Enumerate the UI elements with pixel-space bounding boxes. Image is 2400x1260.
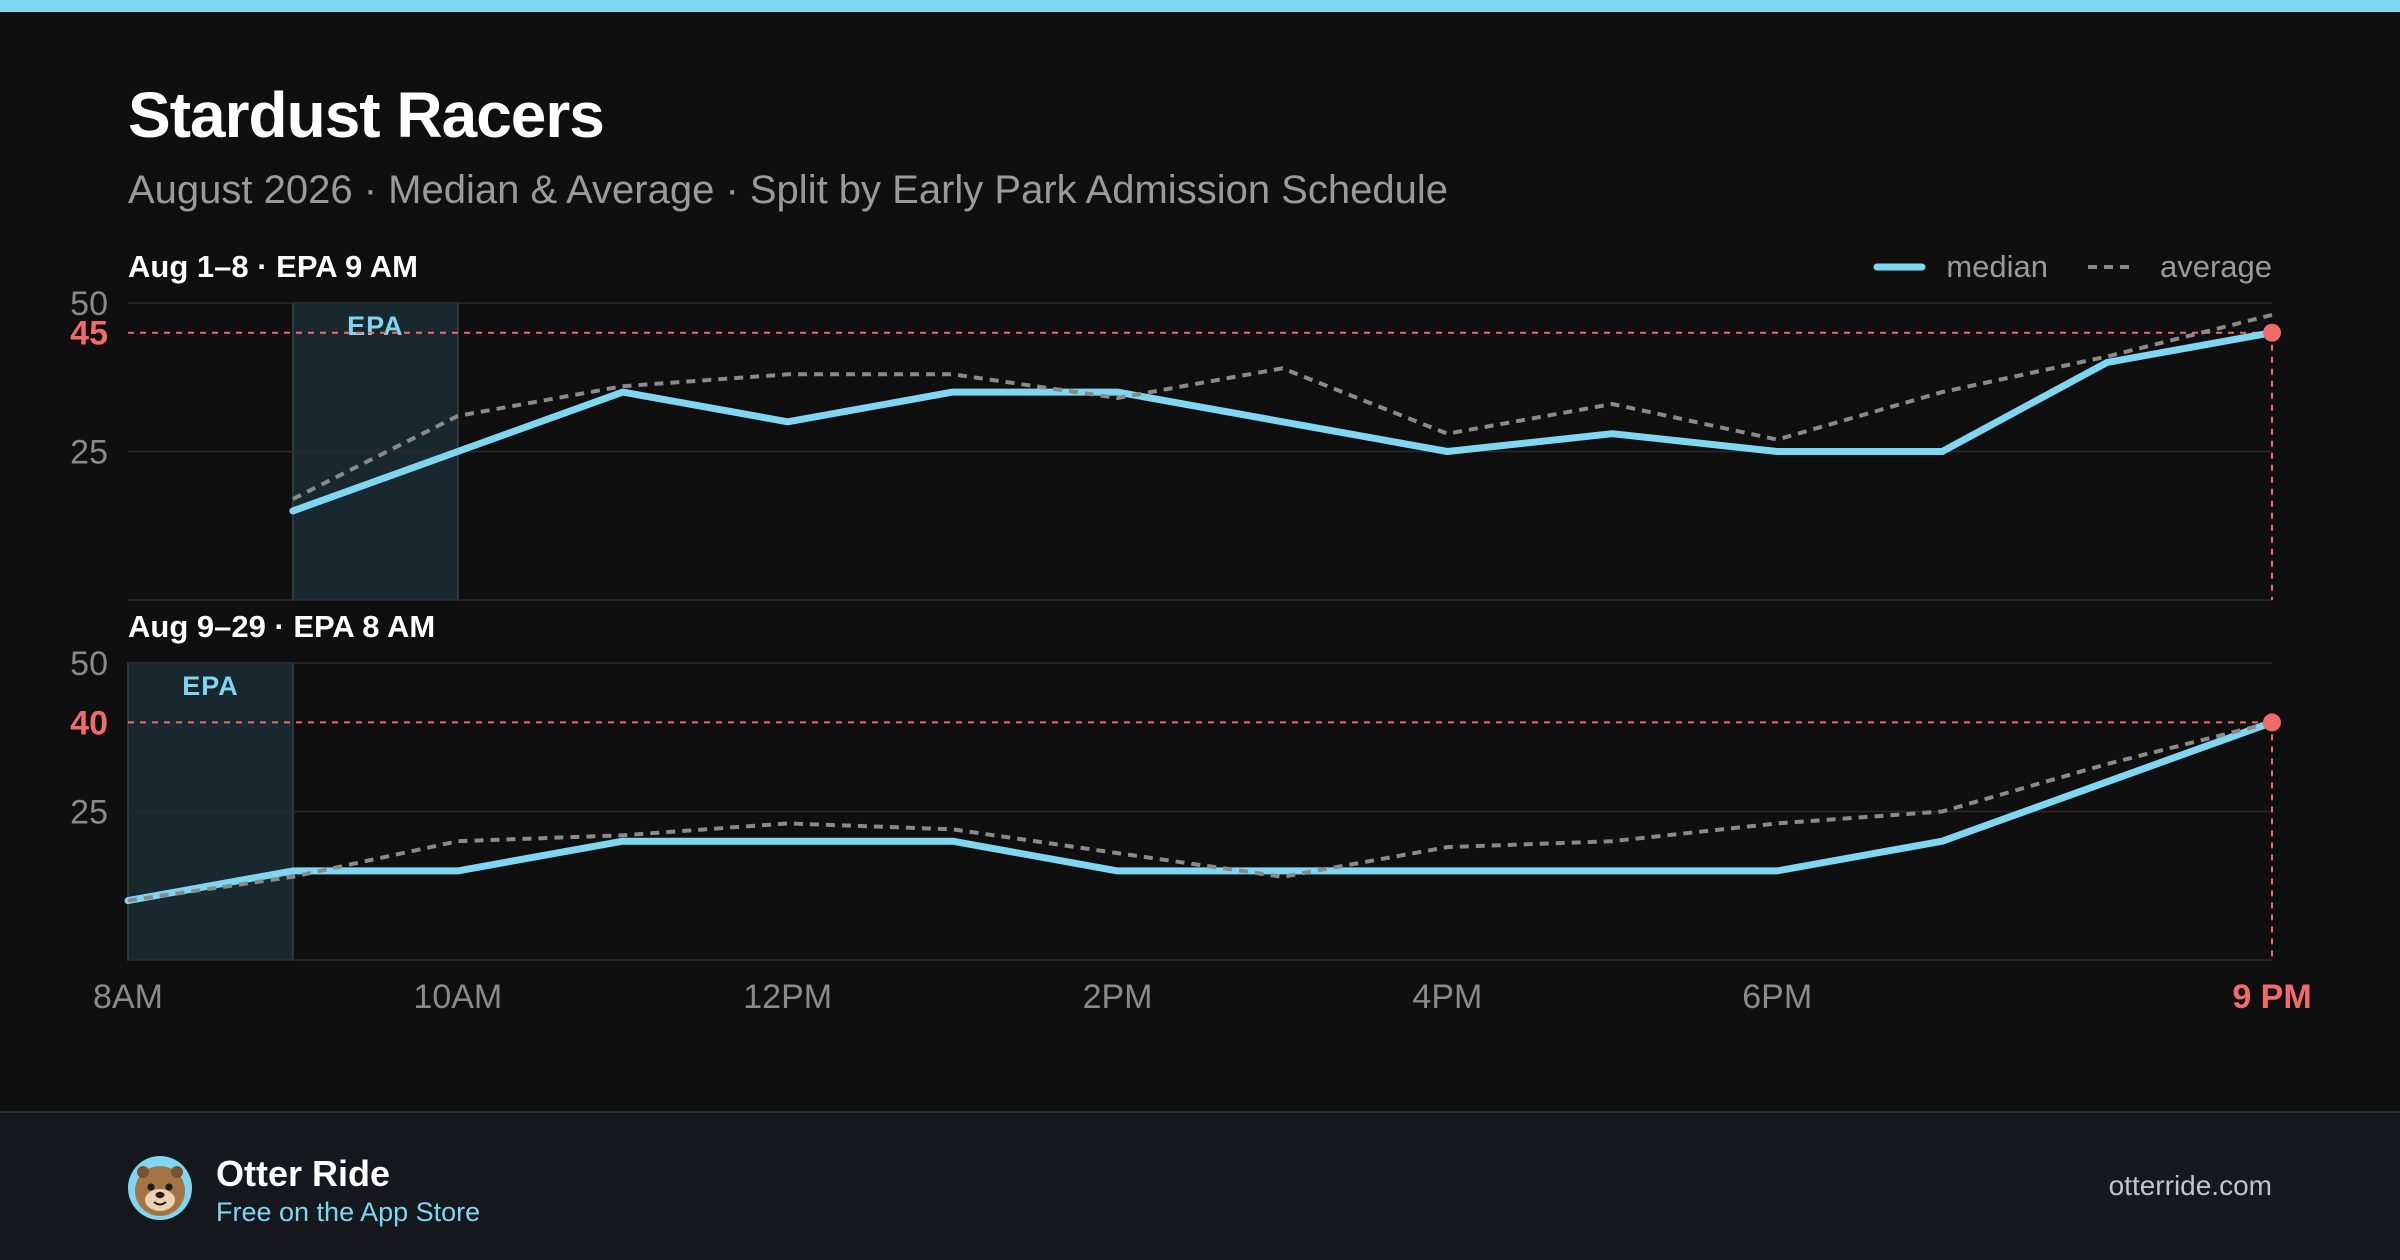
panel-1-title: Aug 1–8 · EPA 9 AM — [128, 249, 418, 284]
page-subtitle: August 2026 · Median & Average · Split b… — [128, 168, 1448, 212]
xtick-label-end: 9 PM — [2232, 978, 2311, 1016]
xtick-label-8AM: 8AM — [93, 978, 163, 1016]
panel-2-highlight-marker — [2263, 713, 2281, 732]
xtick-label-10AM: 10AM — [413, 978, 502, 1016]
panel-1-median-line — [289, 329, 2276, 515]
xtick-label-12PM: 12PM — [743, 978, 832, 1016]
xtick-label-6PM: 6PM — [1742, 978, 1812, 1016]
panel-2-highlight-label: 40 — [70, 704, 108, 742]
panel-1-ytick-label-25: 25 — [70, 434, 108, 472]
xtick-label-2PM: 2PM — [1083, 978, 1153, 1016]
panel-1-average-line — [291, 312, 2273, 501]
top-accent-bar — [0, 0, 2400, 12]
legend-median-label: median — [1946, 249, 2048, 284]
footer: Otter Ride Free on the App Store otterri… — [0, 1111, 2400, 1260]
panel-2-epa-label: EPA — [182, 671, 239, 701]
panel-2-median-line — [124, 718, 2276, 905]
panel-1-ytick-label-50: 50 — [70, 285, 108, 323]
panel-2-average-line — [127, 720, 2273, 903]
legend-average-label: average — [2160, 249, 2272, 284]
page-title: Stardust Racers — [128, 79, 605, 151]
brand-tagline[interactable]: Free on the App Store — [216, 1197, 481, 1227]
panel-2-ytick-label-25: 25 — [70, 794, 108, 832]
site-url[interactable]: otterride.com — [2108, 1170, 2272, 1201]
xtick-label-4PM: 4PM — [1412, 978, 1482, 1016]
panel-2-title: Aug 9–29 · EPA 8 AM — [128, 609, 435, 644]
panel-2-ytick-label-50: 50 — [70, 645, 108, 683]
panel-1-highlight-marker — [2263, 323, 2281, 342]
panel-1-epa-label: EPA — [347, 311, 404, 341]
otter-avatar-icon — [128, 1156, 192, 1220]
panel-1-highlight-label: 45 — [70, 315, 108, 353]
brand-name: Otter Ride — [216, 1153, 391, 1194]
